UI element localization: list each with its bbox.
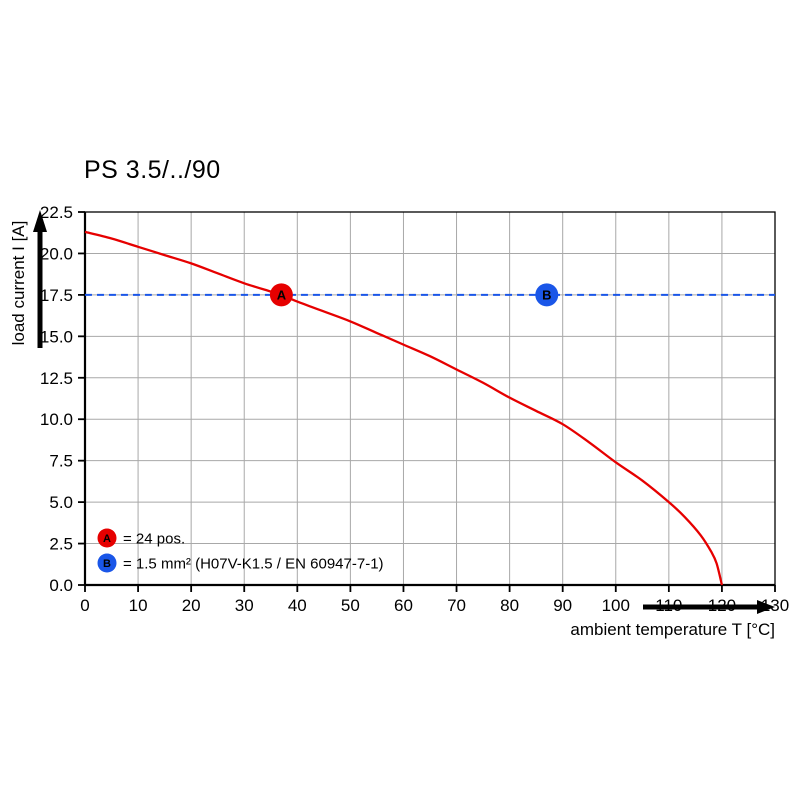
- y-tick-label: 20.0: [40, 244, 73, 263]
- y-tick-label: 12.5: [40, 369, 73, 388]
- x-tick-label: 30: [235, 596, 254, 615]
- y-axis-arrow-head-icon: [33, 210, 47, 232]
- marker-B-letter: B: [542, 287, 551, 302]
- y-tick-label: 7.5: [49, 452, 73, 471]
- x-tick-label: 80: [500, 596, 519, 615]
- x-axis-label: ambient temperature T [°C]: [570, 620, 775, 639]
- y-tick-label: 5.0: [49, 493, 73, 512]
- x-tick-label: 20: [182, 596, 201, 615]
- x-tick-label: 70: [447, 596, 466, 615]
- y-tick-label: 2.5: [49, 535, 73, 554]
- plot-border: [84, 211, 776, 586]
- legend-A-text: = 24 pos.: [123, 531, 185, 548]
- x-tick-label: 50: [341, 596, 360, 615]
- marker-A-icon: [269, 283, 293, 307]
- legend-A-letter: A: [103, 533, 111, 545]
- x-tick-label: 130: [761, 596, 789, 615]
- marker-A-letter: A: [277, 287, 287, 302]
- x-axis-arrow-head-icon: [757, 600, 775, 614]
- x-tick-label: 60: [394, 596, 413, 615]
- y-tick-label: 0.0: [49, 576, 73, 595]
- x-tick-label: 40: [288, 596, 307, 615]
- y-tick-label: 10.0: [40, 410, 73, 429]
- legend-B-letter: B: [103, 558, 111, 570]
- y-tick-label: 22.5: [40, 203, 73, 222]
- derating-curve: [84, 230, 724, 586]
- marker-B-icon: [535, 283, 559, 307]
- legend-A-icon: [97, 528, 117, 548]
- x-tick-label: 90: [553, 596, 572, 615]
- x-tick-label: 0: [80, 596, 89, 615]
- legend-B-icon: [97, 553, 117, 573]
- x-tick-label: 100: [602, 596, 630, 615]
- y-axis-label: load current I [A]: [9, 220, 28, 346]
- y-tick-label: 17.5: [40, 286, 73, 305]
- x-tick-label: 10: [129, 596, 148, 615]
- chart-title: PS 3.5/../90: [84, 156, 221, 184]
- y-tick-label: 15.0: [40, 327, 73, 346]
- legend-B-text: = 1.5 mm² (H07V-K1.5 / EN 60947-7-1): [123, 556, 384, 573]
